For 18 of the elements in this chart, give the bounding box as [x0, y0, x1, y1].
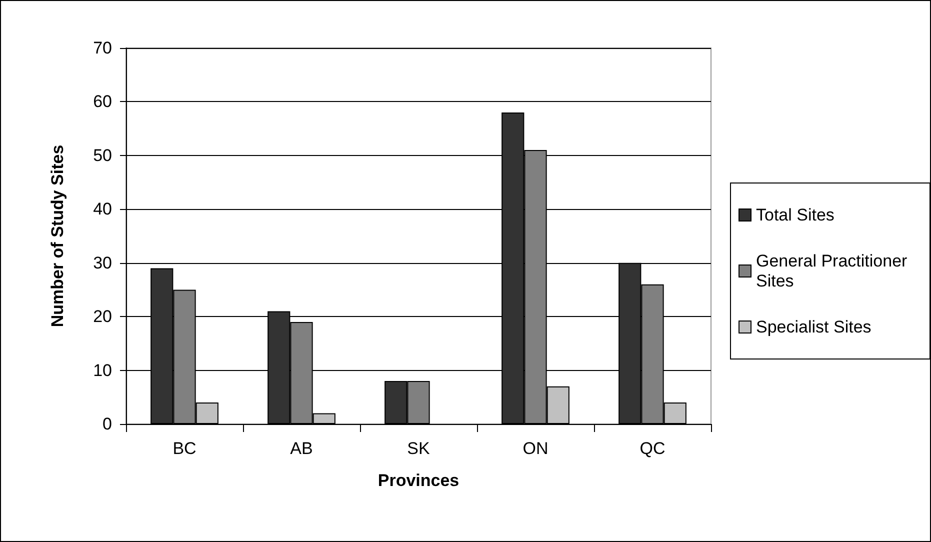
- y-tick-label: 10: [93, 360, 112, 380]
- y-tick-label: 50: [93, 146, 112, 165]
- y-tick-label: 60: [93, 92, 112, 112]
- y-tick-label: 30: [93, 253, 112, 272]
- x-tick-label: ON: [522, 439, 548, 458]
- y-tick-label: 40: [93, 200, 112, 219]
- legend-label: General Practitioner Sites: [756, 252, 912, 290]
- y-tick-label: 20: [93, 307, 112, 326]
- y-tick-label: 0: [102, 414, 112, 434]
- x-tick-label: QC: [640, 439, 666, 458]
- x-axis-title: Provinces: [378, 471, 460, 490]
- legend-label: Specialist Sites: [756, 318, 872, 336]
- x-tick-label: AB: [290, 439, 313, 458]
- legend-label: Total Sites: [756, 206, 834, 224]
- x-tick-label: SK: [407, 439, 430, 458]
- y-axis-title: Number of Study Sites: [48, 144, 67, 328]
- y-tick-label: 70: [93, 38, 112, 58]
- x-tick-label: BC: [172, 439, 196, 458]
